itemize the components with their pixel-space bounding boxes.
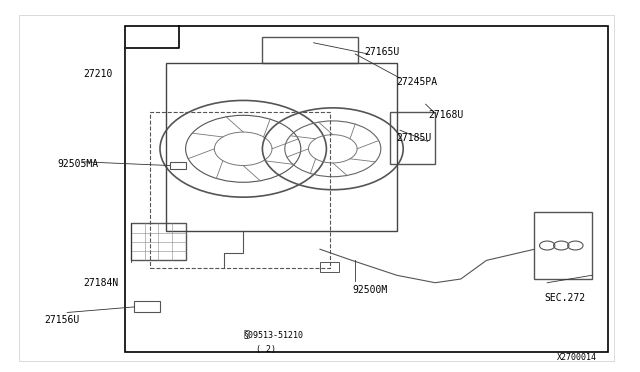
Bar	[131, 223, 186, 260]
Text: 92505MA: 92505MA	[58, 159, 99, 169]
Text: X2700014: X2700014	[557, 353, 596, 362]
Text: 27165U: 27165U	[365, 47, 400, 57]
Text: 27185U: 27185U	[397, 133, 432, 142]
Bar	[134, 301, 160, 312]
Text: 92500M: 92500M	[352, 285, 387, 295]
Bar	[150, 112, 330, 268]
Text: ( 2): ( 2)	[256, 345, 276, 354]
Text: 27156U: 27156U	[45, 315, 80, 325]
Text: 27168U: 27168U	[429, 110, 464, 120]
Bar	[170, 162, 186, 169]
Text: 27245PA: 27245PA	[397, 77, 438, 87]
Bar	[390, 112, 435, 164]
Bar	[320, 262, 339, 272]
Text: SEC.272: SEC.272	[544, 293, 585, 302]
Text: §09513-51210: §09513-51210	[243, 330, 303, 339]
Bar	[534, 212, 592, 279]
Text: 27210: 27210	[83, 70, 113, 79]
Bar	[125, 26, 608, 352]
Text: 27184N: 27184N	[83, 278, 118, 288]
Text: Ⓢ: Ⓢ	[243, 328, 250, 338]
Bar	[166, 63, 397, 231]
